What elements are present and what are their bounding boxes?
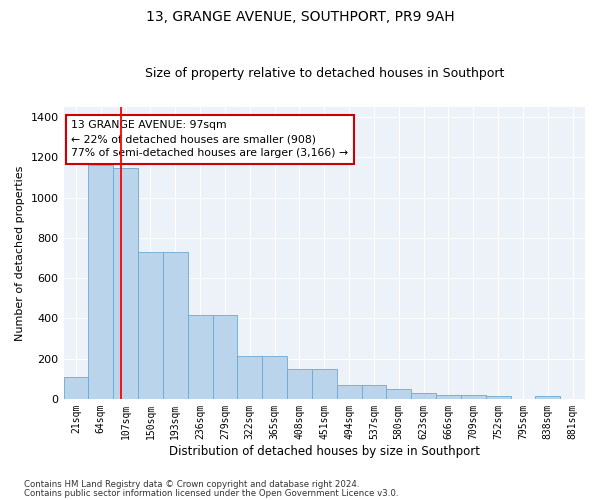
Bar <box>362 384 386 399</box>
Bar <box>461 395 485 399</box>
Y-axis label: Number of detached properties: Number of detached properties <box>15 166 25 340</box>
Text: 13 GRANGE AVENUE: 97sqm
← 22% of detached houses are smaller (908)
77% of semi-d: 13 GRANGE AVENUE: 97sqm ← 22% of detache… <box>71 120 349 158</box>
Bar <box>386 389 411 399</box>
Bar <box>312 368 337 399</box>
Bar <box>88 166 113 399</box>
Bar <box>411 393 436 399</box>
Bar <box>485 396 511 399</box>
Text: Contains HM Land Registry data © Crown copyright and database right 2024.: Contains HM Land Registry data © Crown c… <box>24 480 359 489</box>
Bar <box>535 396 560 399</box>
Title: Size of property relative to detached houses in Southport: Size of property relative to detached ho… <box>145 66 504 80</box>
Bar <box>436 395 461 399</box>
Text: Contains public sector information licensed under the Open Government Licence v3: Contains public sector information licen… <box>24 488 398 498</box>
Bar <box>113 168 138 399</box>
Bar <box>163 252 188 399</box>
Bar <box>64 376 88 399</box>
Bar <box>287 368 312 399</box>
Bar <box>138 252 163 399</box>
X-axis label: Distribution of detached houses by size in Southport: Distribution of detached houses by size … <box>169 444 480 458</box>
Bar <box>212 316 238 399</box>
Bar <box>238 356 262 399</box>
Bar <box>337 384 362 399</box>
Bar <box>188 316 212 399</box>
Text: 13, GRANGE AVENUE, SOUTHPORT, PR9 9AH: 13, GRANGE AVENUE, SOUTHPORT, PR9 9AH <box>146 10 454 24</box>
Bar <box>262 356 287 399</box>
